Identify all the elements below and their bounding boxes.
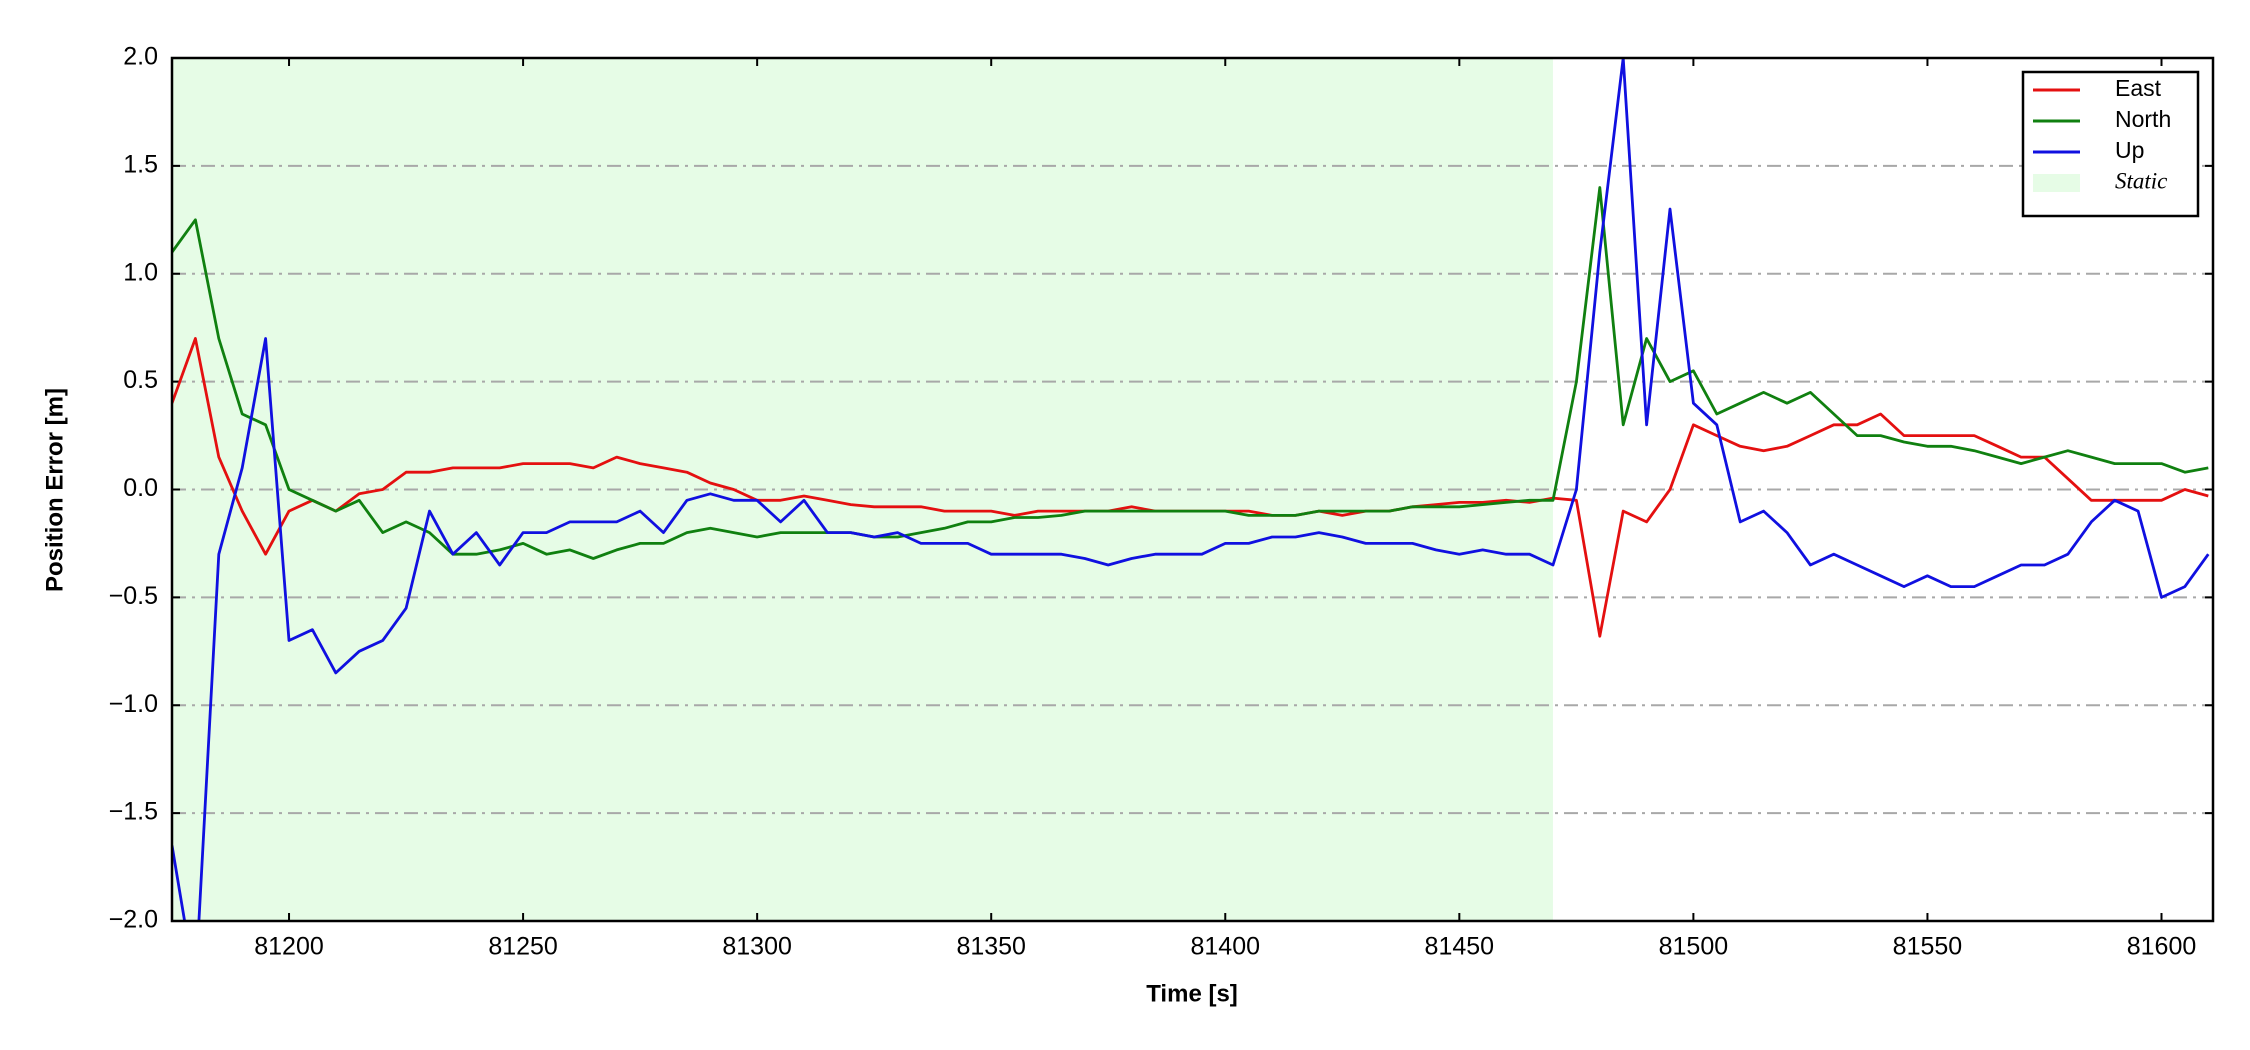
legend-label: Static — [2115, 168, 2167, 193]
y-tick-label: 1.0 — [123, 258, 158, 286]
x-axis-title: Time [s] — [1146, 980, 1238, 1007]
y-tick-label: 0.0 — [123, 474, 158, 502]
plot-frame — [170, 56, 2215, 923]
plot-area — [172, 58, 2210, 921]
x-tick-label: 81300 — [722, 933, 792, 961]
y-tick-label: −1.0 — [109, 690, 158, 718]
data-line — [172, 58, 2210, 921]
y-tick-label: 2.0 — [123, 43, 158, 71]
x-tick-label: 81550 — [1893, 933, 1963, 961]
legend-label: North — [2115, 106, 2171, 132]
y-tick-label: 1.5 — [123, 150, 158, 178]
y-tick-label: −0.5 — [109, 582, 158, 610]
y-tick-label: −2.0 — [109, 906, 158, 934]
y-axis-title: Position Error [m] — [41, 388, 68, 592]
x-tick-label: 81350 — [956, 933, 1026, 961]
legend-label: East — [2115, 75, 2162, 101]
y-tick-label: 0.5 — [123, 366, 158, 394]
x-tick-label: 81500 — [1659, 933, 1729, 961]
legend-label: Up — [2115, 137, 2144, 163]
legend-box — [2021, 70, 2200, 218]
x-tick-label: 81400 — [1191, 933, 1261, 961]
x-tick-label: 81200 — [254, 933, 324, 961]
x-tick-label: 81250 — [488, 933, 558, 961]
y-tick-label: −1.5 — [109, 798, 158, 826]
shaded-region — [172, 58, 1553, 921]
x-tick-label: 81600 — [2127, 933, 2197, 961]
x-tick-label: 81450 — [1425, 933, 1495, 961]
legend-swatch — [2033, 174, 2080, 192]
